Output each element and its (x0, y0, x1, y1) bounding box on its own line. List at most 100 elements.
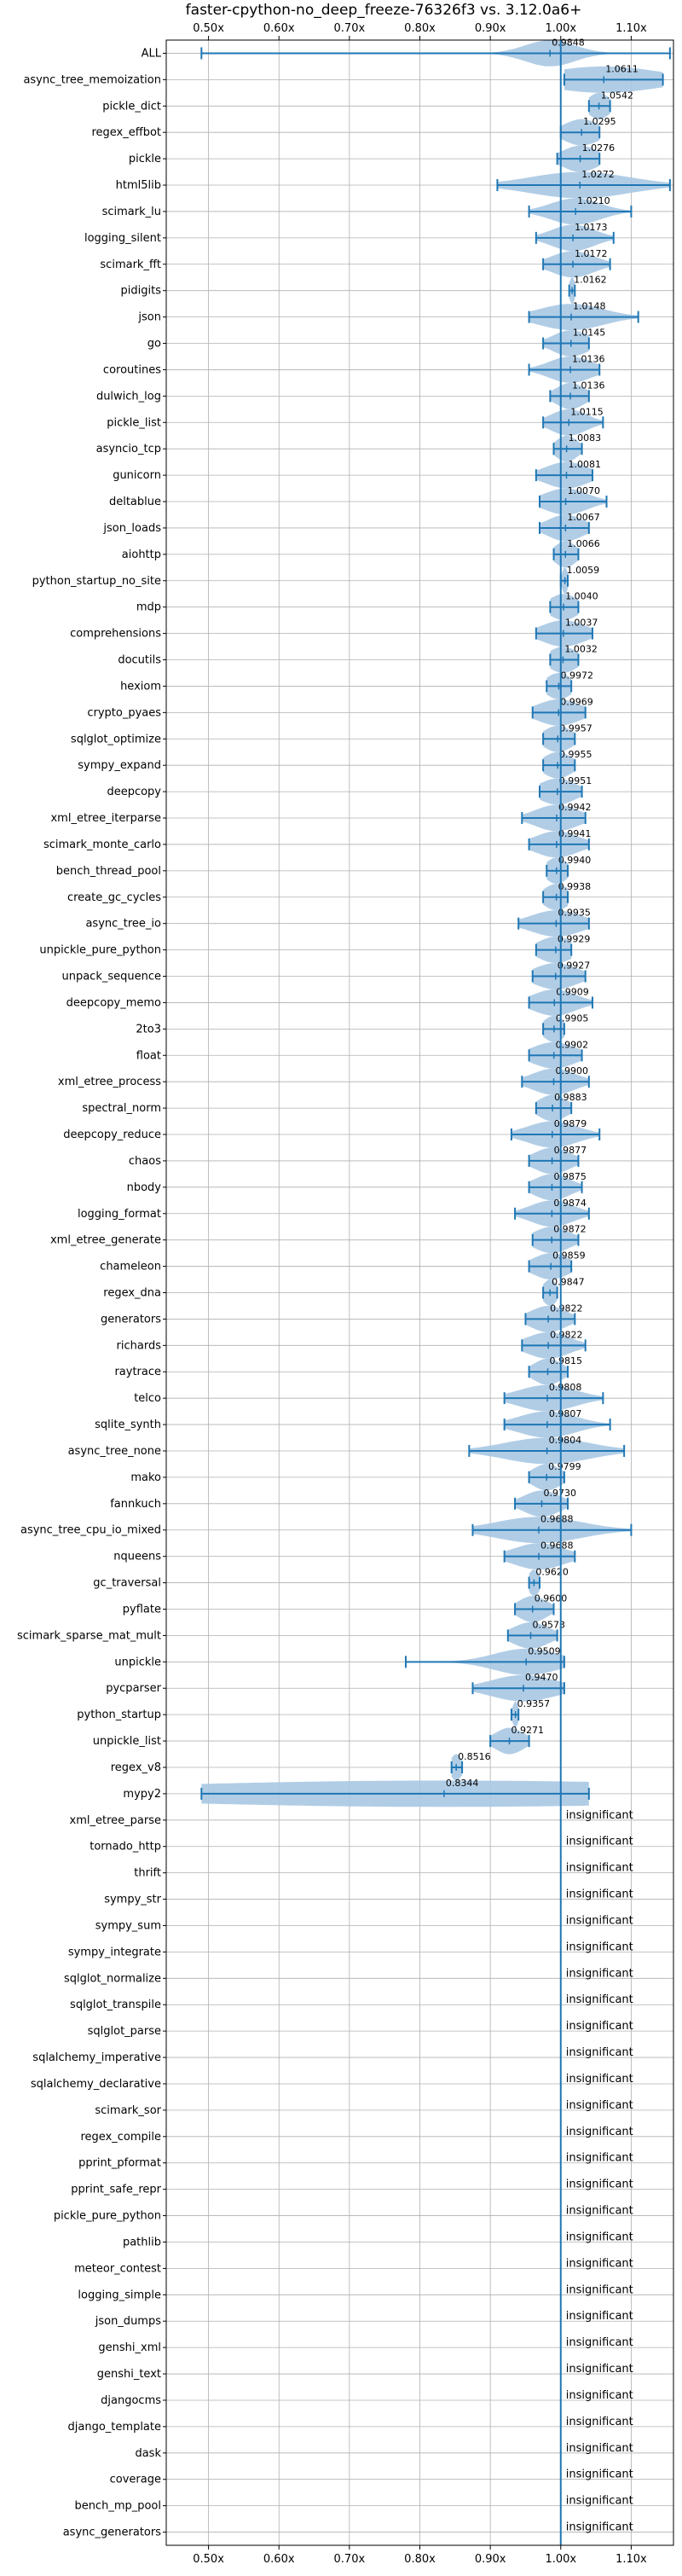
row-label: logging_format (78, 1208, 161, 1221)
insignificant-label: insignificant (566, 2126, 633, 2138)
row-label: sympy_expand (78, 759, 161, 772)
insignificant-label: insignificant (566, 2257, 633, 2270)
value-label: 0.9875 (553, 1171, 587, 1182)
row-label: sqlglot_parse (88, 2025, 161, 2038)
row-label: asyncio_tcp (96, 443, 161, 455)
bottom-tick-label: 0.90x (475, 2553, 506, 2566)
row-label: sympy_str (104, 1894, 161, 1906)
value-label: 1.0542 (601, 90, 634, 101)
value-label: 0.9804 (549, 1435, 582, 1446)
row-label: comprehensions (70, 628, 161, 641)
value-label: 0.9357 (517, 1698, 551, 1709)
row-label: gunicorn (113, 469, 161, 482)
insignificant-label: insignificant (566, 2469, 633, 2481)
value-label: 0.9799 (548, 1461, 581, 1472)
insignificant-label: insignificant (566, 1862, 633, 1875)
insignificant-label: insignificant (566, 2020, 633, 2033)
insignificant-label: insignificant (566, 1941, 633, 1953)
row-label: nqueens (113, 1551, 161, 1564)
insignificant-label: insignificant (566, 1888, 633, 1901)
row-label: coroutines (103, 363, 161, 376)
row-label: logging_silent (84, 232, 161, 245)
row-label: deltablue (109, 496, 161, 508)
row-label: pickle_list (107, 416, 161, 429)
value-label: 0.9935 (558, 908, 591, 919)
row-label: pprint_safe_repr (71, 2184, 161, 2196)
row-label: sqlalchemy_imperative (32, 2051, 161, 2064)
insignificant-label: insignificant (566, 2046, 633, 2059)
value-label: 0.9509 (528, 1645, 561, 1656)
row-label: aiohttp (122, 548, 161, 561)
value-label: 0.9938 (558, 881, 592, 892)
violin-series (200, 40, 671, 1807)
value-label: 1.0210 (577, 195, 610, 206)
value-label: 0.8344 (446, 1778, 479, 1789)
row-label: async_tree_memoization (23, 73, 161, 86)
row-label: regex_compile (80, 2131, 161, 2144)
insignificant-label: insignificant (566, 2416, 633, 2428)
row-label: telco (134, 1392, 161, 1405)
value-label: 1.0276 (582, 142, 616, 154)
row-label: sqlalchemy_declarative (31, 2078, 161, 2091)
value-label: 0.9872 (553, 1224, 587, 1235)
row-label: xml_etree_parse (70, 1814, 161, 1827)
insignificant-label: insignificant (566, 1914, 633, 1927)
row-label: async_tree_none (68, 1445, 161, 1458)
row-label: async_tree_io (85, 918, 161, 931)
insignificant-label: insignificant (566, 2363, 633, 2376)
value-label: 0.9929 (558, 934, 591, 945)
value-label: 1.0032 (564, 644, 598, 655)
value-label: 0.9941 (558, 828, 592, 839)
value-label: 0.9877 (554, 1145, 587, 1156)
row-label: float (136, 1049, 161, 1062)
row-label: raytrace (114, 1366, 161, 1378)
row-label: html5lib (116, 179, 161, 192)
row-label: sympy_sum (95, 1919, 161, 1932)
value-label: 0.8516 (458, 1751, 491, 1762)
row-label: pprint_pformat (78, 2157, 161, 2170)
insignificant-label: insignificant (566, 2442, 633, 2455)
row-label: scimark_sor (95, 2104, 161, 2117)
value-label: 1.0070 (568, 485, 601, 496)
value-label: 0.9847 (552, 1277, 585, 1288)
bottom-tick-label: 1.00x (545, 2553, 576, 2566)
value-label: 0.9848 (552, 37, 585, 48)
row-label: xml_etree_iterparse (50, 812, 161, 825)
bottom-tick-label: 0.50x (193, 2553, 224, 2566)
value-label: 0.9470 (525, 1672, 558, 1683)
row-label: chameleon (100, 1261, 161, 1273)
insignificant-label: insignificant (566, 2099, 633, 2112)
row-label: genshi_xml (98, 2341, 161, 2354)
value-label: 1.0037 (565, 618, 598, 629)
row-label: fannkuch (110, 1498, 161, 1511)
row-labels: ALL 0.9848 async_tree_memoization 1.0611 pic… (17, 37, 639, 2538)
row-label: unpack_sequence (61, 971, 161, 983)
top-tick-label: 0.50x (193, 22, 224, 35)
insignificant-label: insignificant (566, 2179, 633, 2191)
insignificant-label: insignificant (566, 2310, 633, 2323)
insignificant-label: insignificant (566, 2205, 633, 2218)
row-label: scimark_sparse_mat_mult (17, 1629, 161, 1642)
row-label: xml_etree_process (58, 1076, 161, 1088)
value-label: 1.0083 (569, 432, 602, 444)
row-label: pycparser (106, 1682, 161, 1695)
row-label: coverage (110, 2474, 161, 2486)
value-label: 0.9879 (554, 1118, 587, 1129)
row-label: sqlglot_normalize (64, 1972, 161, 1985)
row-label: scimark_monte_carlo (43, 838, 161, 851)
value-label: 1.0136 (572, 353, 605, 364)
top-tick-label: 0.90x (475, 22, 506, 35)
insignificant-label: insignificant (566, 2152, 633, 2165)
insignificant-label: insignificant (566, 2521, 633, 2534)
row-label: mako (130, 1471, 161, 1484)
insignificant-label: insignificant (566, 2283, 633, 2296)
value-label: 1.0272 (581, 169, 615, 180)
row-label: sympy_integrate (68, 1946, 161, 1958)
row-label: 2to3 (136, 1023, 161, 1036)
row-label: json (137, 311, 161, 324)
row-label: python_startup_no_site (32, 575, 161, 588)
value-label: 0.9940 (558, 855, 592, 866)
row-label: unpickle_pure_python (39, 944, 161, 957)
value-label: 0.9900 (556, 1065, 589, 1076)
